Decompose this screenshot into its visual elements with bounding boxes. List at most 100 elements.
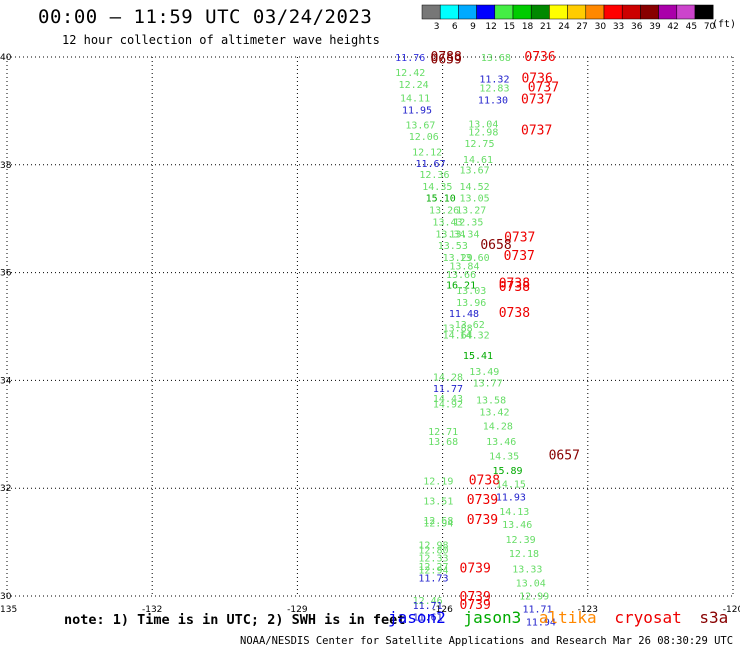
swh-label: 12.39 [506,535,536,546]
y-tick-label: 30 [0,592,12,602]
colorbar-label: 21 [540,22,551,32]
y-tick-label: 40 [0,53,12,63]
colorbar-swatch [458,4,477,20]
swh-label: 11.95 [402,105,432,116]
colorbar-label: 24 [558,22,570,32]
x-axis-ticks: -135 -132 -129 -126 -123 -120 [0,605,740,615]
swh-label: 13.42 [479,408,509,419]
color-scale-bar: 3 6 9 12 15 18 21 24 27 30 33 36 39 42 45 70 [421,4,716,32]
swh-label: 13.68 [428,437,458,448]
swh-label: 11.77 [433,384,463,395]
swh-label: 11.94 [526,617,556,628]
swh-label: 12.24 [399,80,429,91]
colorbar-label: 39 [649,22,661,32]
time-label: 0739 [460,598,491,613]
swh-label: 14.35 [422,182,452,193]
swh-label: 12.12 [412,147,442,158]
colorbar-label: 36 [631,22,643,32]
swh-label: 13.46 [486,437,516,448]
swh-label: 13.88 [443,324,473,335]
colorbar-label: 15 [504,22,515,32]
time-label: 0739 [460,590,491,605]
swh-label: 13.34 [449,229,479,240]
swh-label: 11.93 [496,492,526,503]
swh-label: 12.46 [413,596,443,607]
y-tick-label: 32 [0,484,11,494]
page-title: 00:00 – 11:59 UTC 03/24/2023 [38,6,373,28]
colorbar-swatch [567,4,587,20]
swh-label: 14.52 [460,182,490,193]
swh-label: 14.61 [463,155,493,166]
page-subtitle: 12 hour collection of altimeter wave hei… [62,33,380,47]
swh-label: 11.32 [479,75,509,86]
time-label: 0737 [521,123,552,138]
time-label: 0737 [504,249,535,264]
swh-label: 12.18 [509,549,539,560]
swh-label: 13.60 [460,253,490,264]
swh-label: 12.35 [453,217,483,228]
legend-s3a: s3a [699,608,729,627]
swh-label: 12.71 [428,427,458,438]
swh-label: 12.94 [418,566,448,577]
swh-label: 13.04 [468,119,498,130]
swh-label: 12.19 [423,477,453,488]
colorbar-units: (ft) [712,19,737,30]
colorbar-label: 12 [485,22,496,32]
swh-label: 12.83 [479,84,509,95]
swh-label: 12.99 [519,591,549,602]
colorbar-swatch [621,4,641,20]
y-tick-label: 38 [0,161,12,171]
swh-label: 14.28 [433,373,463,384]
y-tick-label: 36 [0,269,12,279]
colorbar-swatch [439,4,459,20]
legend-jason3: jason3 [463,608,522,627]
swh-label: 12.27 [418,562,448,573]
swh-label: 13.26 [429,206,459,217]
colorbar-swatch [476,4,496,20]
swh-label: 14.11 [400,93,430,104]
swh-label: 13.67 [405,120,435,131]
time-label: 0788 [431,50,462,65]
colorbar-label: 42 [667,22,678,32]
swh-label: 11.48 [449,309,479,320]
x-tick-label: -123 [578,605,598,615]
time-label: 0737 [528,81,559,96]
swh-label: 13.51 [423,497,453,508]
colorbar-label: 3 [434,22,440,32]
colorbar-swatch [585,4,605,20]
colorbar-label: 33 [613,22,624,32]
colorbar-swatch [658,4,678,20]
swh-label: 12.98 [468,127,498,138]
colorbar-swatch [512,4,532,20]
legend-jason2: jason2 [388,608,446,627]
swh-label: 13.49 [469,367,499,378]
swh-label: 13.68 [481,53,511,64]
swh-label: 13.29 [443,253,473,264]
time-label: 0659 [431,53,462,68]
swh-label: 12.75 [464,139,494,150]
x-tick-label: -120 [723,605,740,615]
swh-label: 14.15 [496,479,526,490]
x-tick-label: -132 [142,605,162,615]
map-grid [6,56,734,597]
time-label: 0657 [549,448,580,463]
colorbar-swatch [494,4,514,20]
time-label: 0738 [469,474,500,489]
swh-label: 15.10 [426,194,456,205]
swh-label: 11.76 [395,53,425,64]
swh-label: 12.98 [418,540,448,551]
colorbar-label: 45 [686,22,697,32]
swh-label: 11.71 [522,604,552,615]
colorbar-label: 30 [595,22,607,32]
y-tick-label: 34 [0,376,12,386]
swh-label: 14.32 [460,331,490,342]
colorbar-swatch [640,4,659,20]
colorbar-swatch [549,4,568,20]
swh-label: 11.67 [415,159,445,170]
swh-label: 14.92 [433,400,463,411]
swh-label: 12.33 [418,554,448,565]
swh-label: 13.43 [432,217,462,228]
colorbar-swatch [694,4,714,20]
legend-cryosat: cryosat [614,608,682,627]
